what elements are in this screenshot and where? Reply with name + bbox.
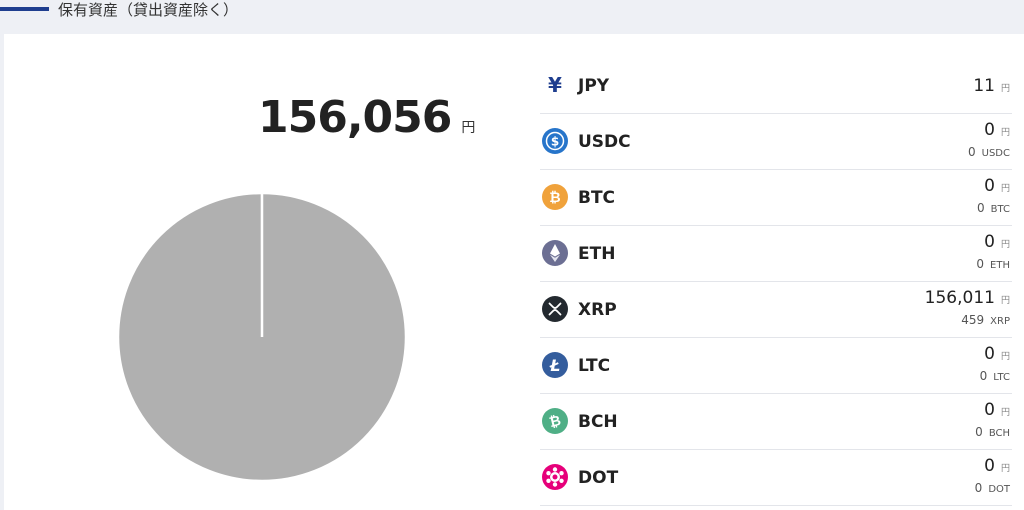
asset-symbol: BCH (578, 412, 618, 432)
asset-quantity-unit: BTC (990, 204, 1010, 215)
asset-quantity-amount: 0 (974, 481, 983, 495)
eth-icon (542, 240, 568, 266)
asset-symbol: LTC (578, 356, 611, 376)
asset-quantity-unit: XRP (990, 316, 1010, 327)
asset-value: 0 円 (984, 344, 1010, 364)
asset-value: 0 円 (984, 120, 1010, 140)
total-amount: 156,056 (258, 92, 452, 143)
asset-quantity: 459 XRP (961, 313, 1010, 327)
asset-quantity-amount: 0 (976, 201, 985, 215)
asset-symbol: USDC (578, 132, 631, 152)
yen-icon: ¥ (548, 73, 562, 97)
asset-value-amount: 0 (984, 456, 995, 476)
usdc-icon: $ (542, 128, 568, 154)
ltc-icon: Ł (542, 352, 568, 378)
asset-value: 11 円 (973, 76, 1010, 96)
asset-value: 0 円 (984, 232, 1010, 252)
section-title: 保有資産（貸出資産除く） (58, 1, 239, 19)
asset-value-unit: 円 (1000, 464, 1010, 474)
asset-symbol: ETH (578, 244, 616, 264)
asset-row-ltc[interactable]: Ł LTC 0 円 0 LTC (540, 338, 1012, 394)
asset-value-unit: 円 (1000, 352, 1010, 362)
asset-row-usdc[interactable]: $ USDC 0 円 0 USDC (540, 114, 1012, 170)
asset-value: 156,011 円 (925, 288, 1010, 308)
asset-quantity: 0 LTC (980, 369, 1010, 383)
asset-value-amount: 11 (973, 76, 995, 96)
asset-quantity: 0 USDC (968, 145, 1010, 159)
asset-value-unit: 円 (1000, 128, 1010, 138)
asset-value: 0 円 (984, 456, 1010, 476)
asset-row-jpy[interactable]: ¥ JPY 11 円 (540, 58, 1012, 114)
asset-symbol: JPY (578, 76, 610, 96)
asset-value-amount: 0 (984, 400, 995, 420)
asset-row-eth[interactable]: ETH 0 円 0 ETH (540, 226, 1012, 282)
asset-value-amount: 0 (984, 120, 995, 140)
asset-row-xrp[interactable]: XRP 156,011 円 459 XRP (540, 282, 1012, 338)
asset-value-unit: 円 (1000, 84, 1010, 94)
asset-quantity: 0 ETH (976, 257, 1010, 271)
asset-row-bch[interactable]: ₿ BCH 0 円 0 BCH (540, 394, 1012, 450)
asset-value-amount: 156,011 (924, 288, 995, 308)
asset-value-unit: 円 (1000, 240, 1010, 250)
asset-quantity-unit: BCH (988, 428, 1010, 439)
total-assets: 156,056 円 (258, 92, 475, 143)
asset-value-unit: 円 (1000, 184, 1010, 194)
svg-text:¥: ¥ (548, 73, 562, 97)
svg-text:₿: ₿ (549, 190, 560, 206)
asset-value-amount: 0 (984, 176, 995, 196)
asset-quantity-amount: 0 (975, 425, 983, 439)
asset-value-unit: 円 (1000, 408, 1010, 418)
asset-pie-chart (117, 192, 407, 482)
xrp-icon (542, 296, 568, 322)
asset-quantity-unit: LTC (993, 372, 1010, 383)
asset-quantity-amount: 0 (979, 369, 988, 383)
asset-quantity-unit: USDC (981, 148, 1010, 159)
asset-list: ¥ JPY 11 円 $ USDC 0 円 0 USDC ₿ BTC (540, 58, 1012, 506)
asset-quantity-amount: 0 (968, 145, 976, 159)
asset-symbol: BTC (578, 188, 616, 208)
asset-quantity-unit: DOT (988, 484, 1010, 495)
asset-symbol: XRP (578, 300, 617, 320)
asset-row-btc[interactable]: ₿ BTC 0 円 0 BTC (540, 170, 1012, 226)
asset-value-amount: 0 (984, 344, 995, 364)
header-accent-bar (0, 7, 49, 11)
svg-text:Ł: Ł (549, 356, 561, 375)
asset-quantity-amount: 459 (961, 313, 985, 327)
dot-icon (542, 464, 568, 490)
bch-icon: ₿ (542, 408, 568, 434)
asset-quantity-unit: ETH (990, 260, 1010, 271)
asset-quantity: 0 BCH (975, 425, 1010, 439)
section-header: 保有資産（貸出資産除く） (0, 0, 1024, 34)
asset-symbol: DOT (578, 468, 619, 488)
asset-value-unit: 円 (1000, 296, 1010, 306)
btc-icon: ₿ (542, 184, 568, 210)
asset-value: 0 円 (984, 176, 1010, 196)
asset-quantity-amount: 0 (976, 257, 985, 271)
asset-quantity: 0 DOT (975, 481, 1010, 495)
asset-value: 0 円 (984, 400, 1010, 420)
total-unit: 円 (461, 120, 476, 136)
svg-text:$: $ (551, 135, 559, 149)
asset-row-dot[interactable]: DOT 0 円 0 DOT (540, 450, 1012, 506)
asset-quantity: 0 BTC (977, 201, 1010, 215)
asset-value-amount: 0 (984, 232, 995, 252)
svg-text:₿: ₿ (548, 413, 563, 431)
